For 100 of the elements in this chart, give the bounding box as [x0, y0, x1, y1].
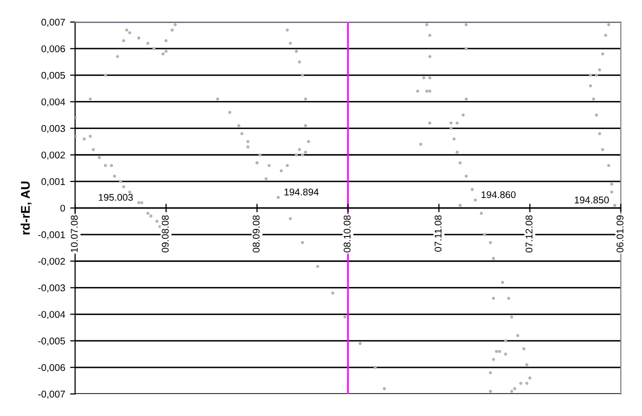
y-tick-label: -0,007	[38, 390, 65, 399]
x-tick-label: 09.08.08	[162, 215, 169, 252]
point	[525, 363, 528, 366]
point	[140, 201, 144, 204]
point	[104, 74, 107, 77]
point	[516, 334, 520, 338]
point	[268, 164, 271, 168]
point	[592, 98, 596, 101]
point	[598, 132, 602, 136]
point	[316, 264, 320, 268]
point	[528, 376, 532, 380]
point	[280, 169, 283, 172]
point	[294, 153, 298, 156]
point	[610, 182, 614, 186]
point	[425, 90, 428, 93]
point	[246, 140, 250, 144]
point	[604, 34, 608, 37]
point	[449, 126, 453, 130]
point	[488, 240, 492, 244]
point	[255, 161, 259, 164]
point	[513, 387, 516, 390]
point	[304, 150, 308, 154]
point	[122, 185, 126, 188]
point	[607, 164, 610, 168]
point	[428, 90, 432, 93]
point	[464, 98, 468, 101]
x-tick-label: 08.09.08	[252, 215, 260, 252]
point	[300, 74, 304, 77]
point	[607, 23, 610, 26]
annotation: 195.003	[98, 194, 133, 201]
point	[510, 315, 514, 318]
point	[480, 212, 483, 215]
point	[458, 161, 462, 164]
x-tick-label: 07.11.08	[434, 215, 442, 252]
point	[425, 23, 428, 26]
point	[498, 350, 502, 353]
point	[358, 342, 362, 346]
point	[300, 240, 304, 244]
point	[488, 371, 492, 374]
point	[149, 214, 152, 218]
point	[494, 350, 498, 353]
x-tick-label: 06.01.09	[616, 215, 624, 252]
point	[504, 339, 508, 342]
y-tick-label: 0,002	[41, 152, 65, 160]
point	[164, 39, 168, 42]
x-tick-label: 07.12.08	[526, 215, 532, 252]
point	[122, 39, 126, 42]
y-tick-label: 0,004	[41, 98, 66, 107]
point	[258, 153, 262, 156]
point	[525, 382, 528, 385]
point	[288, 217, 292, 220]
point	[492, 256, 496, 260]
y-tick-label: -0,005	[38, 338, 65, 346]
point	[428, 34, 432, 37]
point	[374, 366, 377, 369]
y-tick-label: -0,001	[38, 231, 65, 240]
point	[464, 23, 468, 26]
point	[92, 148, 95, 152]
point	[343, 315, 346, 318]
point	[300, 153, 304, 156]
y-tick-label: 0,001	[41, 178, 65, 186]
point	[152, 47, 156, 50]
point	[264, 177, 268, 180]
point	[428, 76, 432, 80]
point	[428, 121, 432, 125]
point	[228, 110, 232, 114]
point	[610, 190, 614, 194]
point	[331, 291, 334, 295]
x-tick-label: 08.10.08	[344, 215, 351, 252]
point	[452, 137, 456, 140]
point	[304, 98, 308, 101]
point	[307, 140, 310, 144]
point	[601, 148, 604, 152]
y-tick-label: 0	[60, 204, 66, 212]
point	[137, 201, 140, 204]
point	[595, 113, 598, 117]
annotation: 194.894	[284, 188, 319, 196]
point	[588, 84, 592, 88]
point	[462, 113, 465, 117]
point	[174, 23, 177, 26]
y-tick-label: 0,007	[41, 18, 65, 27]
point	[474, 198, 477, 202]
point	[416, 90, 420, 93]
annotation: 194.850	[574, 196, 609, 204]
point	[116, 55, 120, 58]
point	[522, 347, 526, 350]
point	[240, 132, 244, 136]
y-tick-label: -0,006	[38, 364, 65, 372]
point	[422, 76, 426, 80]
y-axis-title: rd-rE, AU	[20, 182, 32, 234]
point	[470, 188, 474, 191]
point	[146, 212, 150, 215]
point	[458, 204, 462, 207]
annotation: 194.860	[482, 191, 516, 198]
point	[419, 142, 422, 146]
y-tick-label: 0,003	[41, 125, 65, 134]
point	[588, 74, 592, 77]
point	[164, 50, 168, 53]
point	[428, 55, 432, 58]
point	[88, 134, 92, 138]
